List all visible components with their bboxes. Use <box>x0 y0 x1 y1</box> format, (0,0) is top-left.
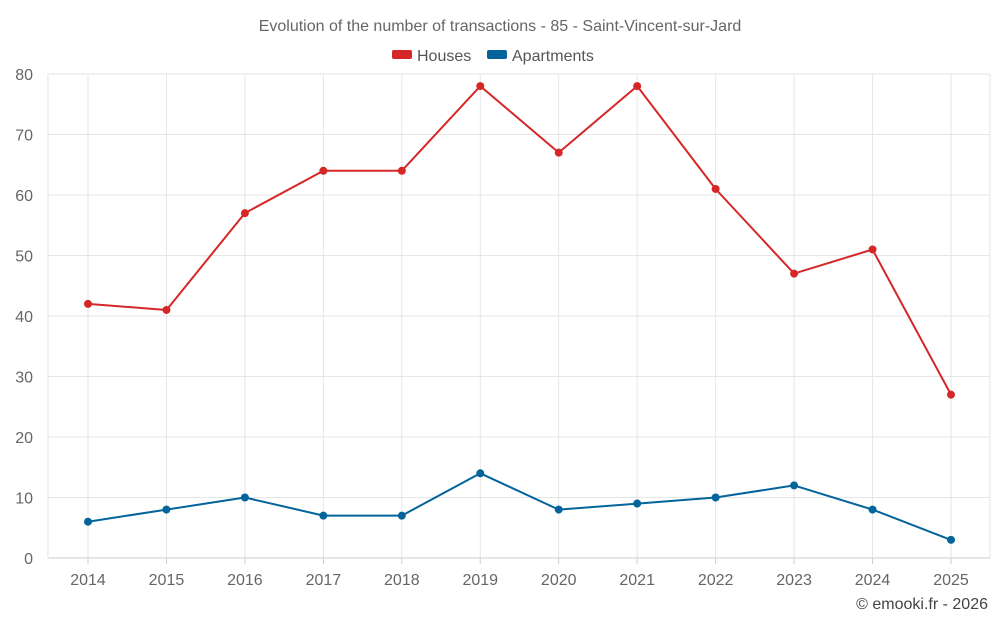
series-apartments <box>84 469 955 544</box>
data-point-apartments-2016 <box>240 493 249 502</box>
data-point-apartments-2020 <box>554 505 563 514</box>
x-tick-label: 2021 <box>619 572 655 589</box>
data-point-apartments-2023 <box>790 481 799 490</box>
axes: 0 10 20 30 40 50 60 70 80 2014 2015 2016 2017 2018 201… <box>15 67 990 589</box>
x-tick-label: 2020 <box>541 572 577 589</box>
grid <box>47 73 991 558</box>
data-point-apartments-2022 <box>711 493 720 502</box>
x-tick-label: 2019 <box>462 572 498 589</box>
data-point-apartments-2015 <box>162 505 171 514</box>
y-tick-label: 50 <box>15 249 33 266</box>
series-houses <box>84 82 955 399</box>
data-point-houses-2023 <box>790 269 799 278</box>
x-tick-label: 2016 <box>227 572 263 589</box>
data-point-houses-2022 <box>711 184 720 193</box>
series-line-houses <box>87 85 952 396</box>
data-point-houses-2014 <box>84 299 92 308</box>
data-point-apartments-2017 <box>319 511 328 520</box>
series-line-apartments <box>87 472 952 541</box>
data-point-houses-2017 <box>319 166 328 175</box>
y-tick-label: 0 <box>24 551 33 568</box>
data-point-apartments-2018 <box>397 511 406 520</box>
data-point-apartments-2024 <box>868 505 877 514</box>
series-layer <box>84 82 955 544</box>
data-point-houses-2019 <box>476 82 485 91</box>
x-tick-label: 2025 <box>933 572 969 589</box>
x-tick-label: 2024 <box>855 572 891 589</box>
legend-swatch-apartments <box>487 50 507 59</box>
x-tick-label: 2014 <box>70 572 106 589</box>
y-tick-label: 80 <box>15 67 33 84</box>
legend-item-houses[interactable]: Houses <box>392 48 471 65</box>
y-tick-label: 30 <box>15 370 33 387</box>
x-tick-label: 2023 <box>776 572 812 589</box>
data-point-houses-2020 <box>554 148 563 157</box>
y-tick-label: 60 <box>15 188 33 205</box>
y-tick-label: 20 <box>15 430 33 447</box>
data-point-houses-2025 <box>947 390 955 399</box>
x-tick-label: 2018 <box>384 572 420 589</box>
data-point-houses-2021 <box>633 82 642 91</box>
y-tick-label: 10 <box>15 491 33 508</box>
x-tick-label: 2017 <box>306 572 342 589</box>
legend-swatch-houses <box>392 50 412 59</box>
data-point-houses-2016 <box>240 209 249 218</box>
chart-title: Evolution of the number of transactions … <box>259 18 742 35</box>
x-tick-label: 2022 <box>698 572 734 589</box>
legend-label-apartments: Apartments <box>512 48 594 65</box>
data-point-houses-2024 <box>868 245 877 254</box>
legend: Houses Apartments <box>392 48 594 65</box>
data-point-apartments-2021 <box>633 499 642 508</box>
data-point-apartments-2014 <box>84 517 92 526</box>
data-point-apartments-2019 <box>476 469 485 478</box>
x-tick-label: 2015 <box>149 572 185 589</box>
y-tick-label: 40 <box>15 309 33 326</box>
legend-label-houses: Houses <box>417 48 471 65</box>
y-tick-label: 70 <box>15 128 33 145</box>
credit-text: © emooki.fr - 2026 <box>856 596 988 613</box>
data-point-houses-2015 <box>162 305 171 314</box>
data-point-houses-2018 <box>397 166 406 175</box>
data-point-apartments-2025 <box>947 535 955 544</box>
legend-item-apartments[interactable]: Apartments <box>487 48 594 65</box>
